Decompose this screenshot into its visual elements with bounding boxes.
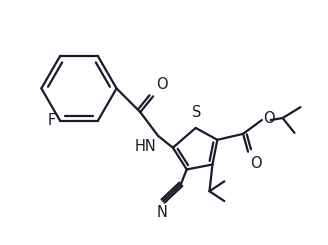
Text: O: O — [156, 77, 168, 92]
Text: S: S — [192, 105, 201, 120]
Text: F: F — [48, 113, 56, 128]
Text: O: O — [263, 110, 275, 125]
Text: N: N — [156, 205, 168, 220]
Text: O: O — [250, 156, 262, 171]
Text: HN: HN — [134, 139, 156, 154]
